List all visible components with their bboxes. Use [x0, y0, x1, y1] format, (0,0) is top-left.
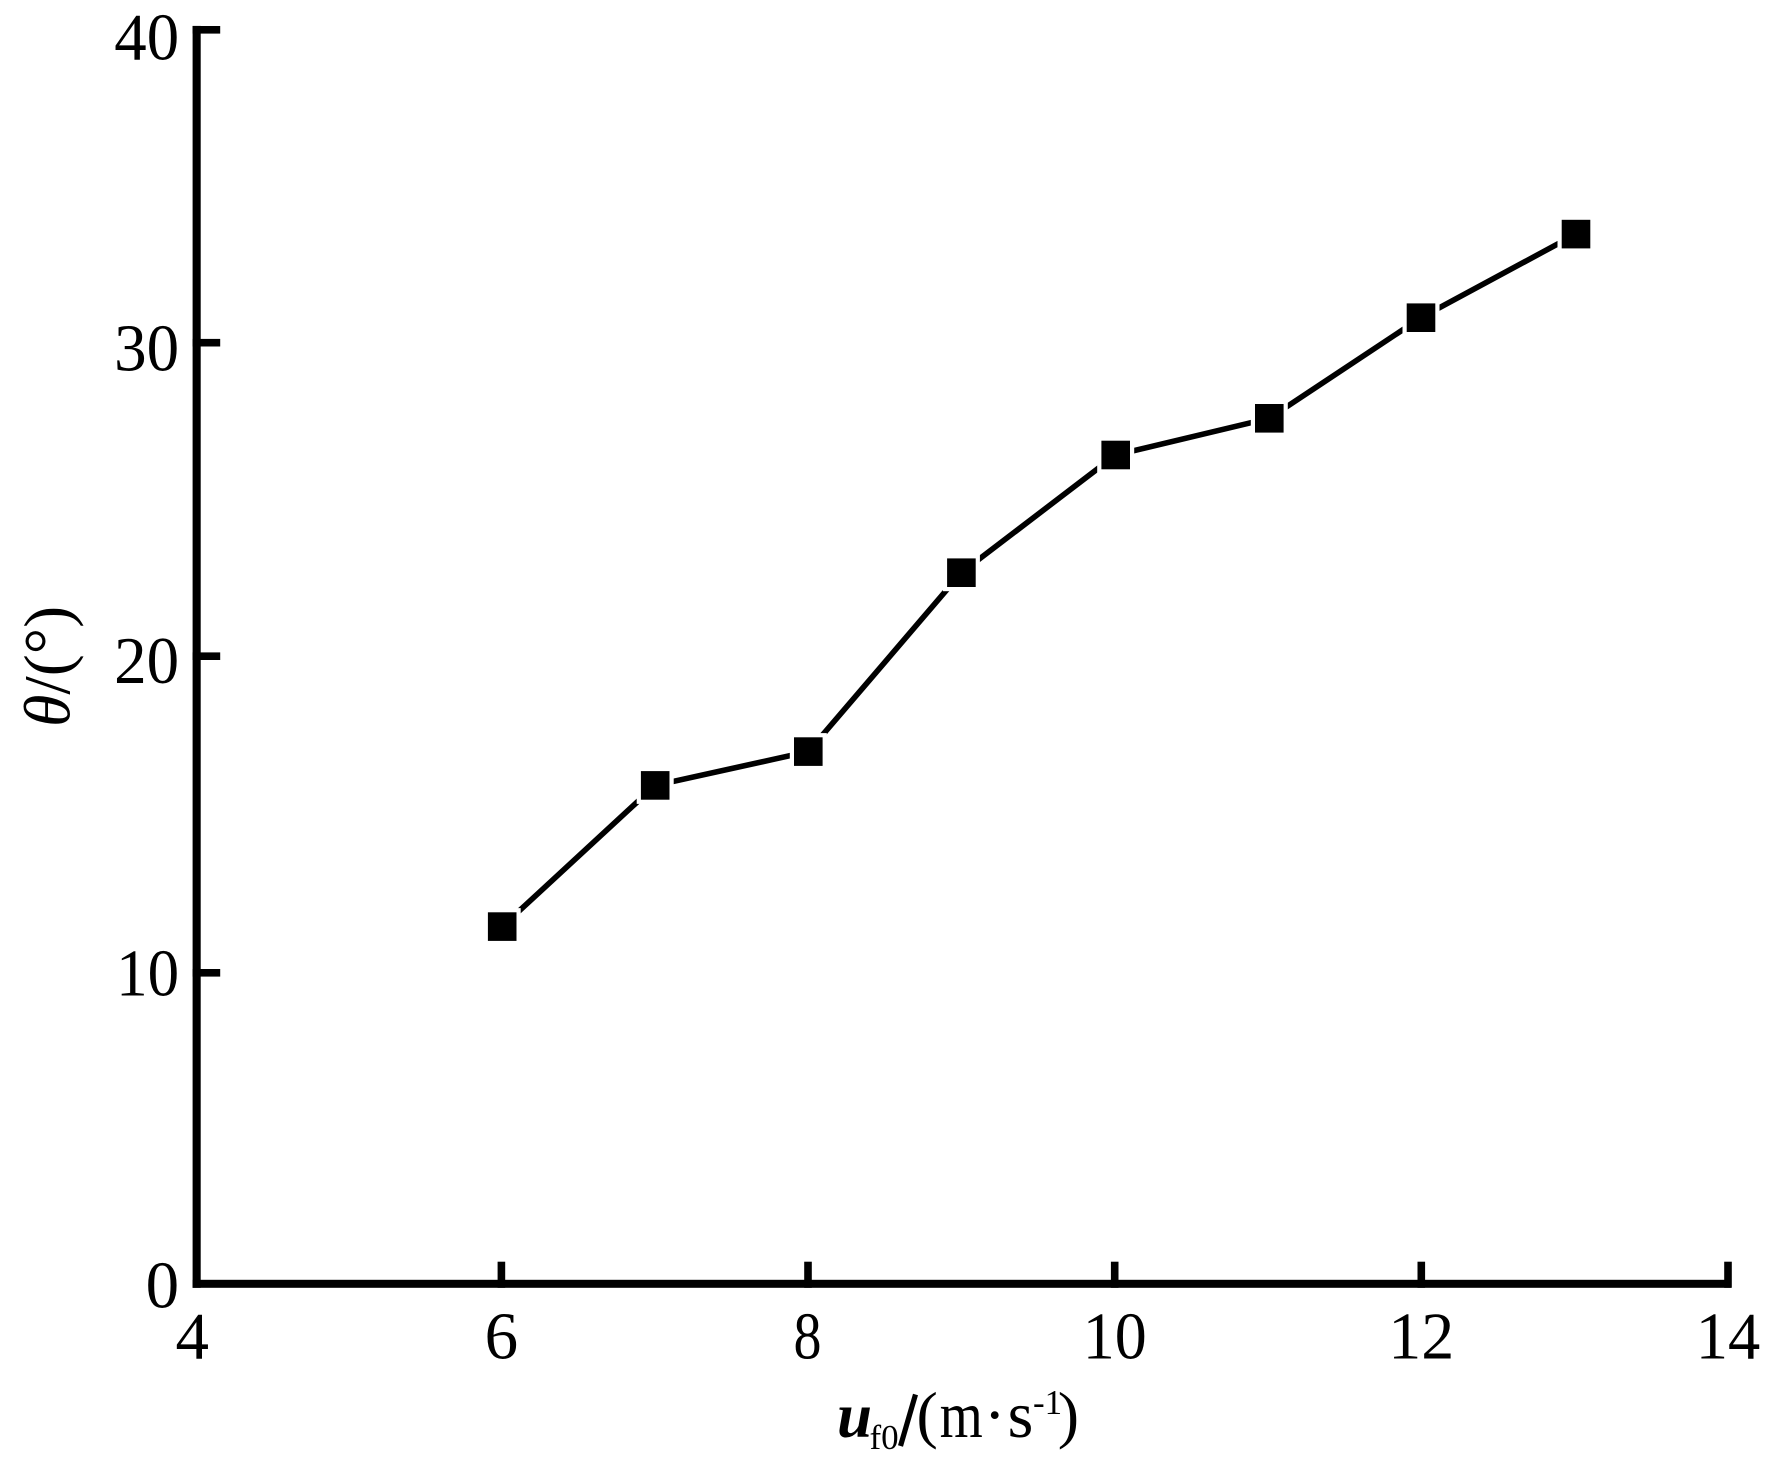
svg-text:s: s: [1008, 1379, 1034, 1452]
svg-text:40: 40: [114, 0, 179, 74]
svg-text:-1: -1: [1033, 1383, 1062, 1422]
svg-text:·: ·: [984, 1379, 1006, 1452]
svg-text:8: 8: [794, 1299, 822, 1373]
svg-text:(: (: [917, 1379, 938, 1450]
svg-text:12: 12: [1388, 1299, 1454, 1373]
svg-text:10: 10: [1083, 1299, 1147, 1373]
svg-text:14: 14: [1696, 1299, 1761, 1373]
svg-text:u: u: [837, 1381, 872, 1451]
svg-text:m: m: [940, 1379, 983, 1452]
svg-text:f0: f0: [870, 1418, 899, 1457]
svg-text:4: 4: [176, 1299, 210, 1373]
svg-text:): ): [1058, 1379, 1079, 1450]
svg-text:θ/(°): θ/(°): [11, 606, 84, 727]
svg-text:6: 6: [485, 1299, 519, 1373]
svg-text:30: 30: [114, 311, 179, 385]
svg-text:20: 20: [114, 624, 179, 698]
svg-text:0: 0: [146, 1249, 180, 1323]
svg-text:10: 10: [116, 937, 179, 1011]
